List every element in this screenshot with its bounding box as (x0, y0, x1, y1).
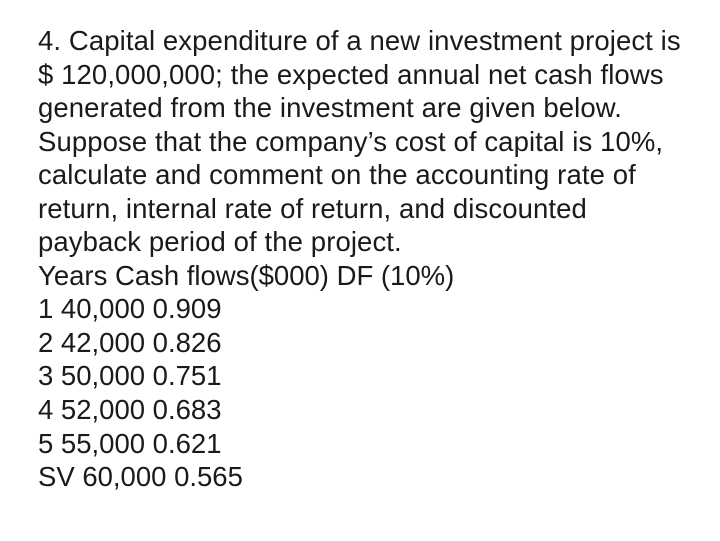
table-row: 5 55,000 0.621 (38, 427, 688, 461)
problem-statement: 4. Capital expenditure of a new investme… (38, 24, 688, 259)
table-row: 2 42,000 0.826 (38, 326, 688, 360)
table-row: 1 40,000 0.909 (38, 292, 688, 326)
problem-page: 4. Capital expenditure of a new investme… (0, 0, 720, 518)
table-row: 3 50,000 0.751 (38, 359, 688, 393)
table-row: 4 52,000 0.683 (38, 393, 688, 427)
table-row: SV 60,000 0.565 (38, 460, 688, 494)
table-header: Years Cash flows($000) DF (10%) (38, 259, 688, 293)
